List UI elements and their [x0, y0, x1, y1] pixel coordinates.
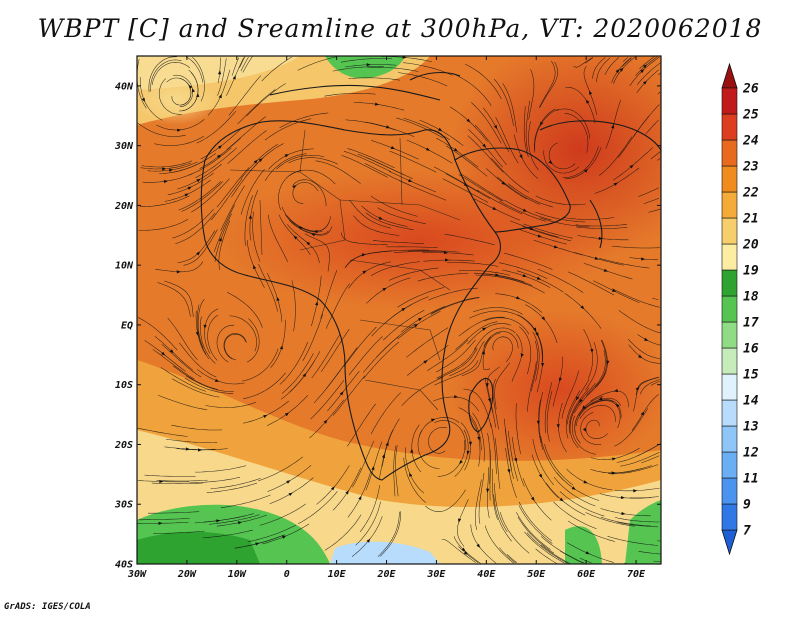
field-south-green-e2	[625, 500, 661, 564]
colorbar-box-14	[721, 139, 738, 167]
plot-area	[137, 56, 661, 564]
lon-label-9: 60E	[577, 569, 596, 580]
colorbar-label-14: 23	[742, 160, 759, 175]
chart-title: WBPT [C] and Sreamline at 300hPa, VT: 20…	[37, 14, 763, 43]
lat-label-7: 30S	[114, 500, 133, 511]
streamlines	[137, 56, 661, 564]
colorbar-label-12: 21	[742, 212, 759, 227]
colorbar-box-10	[721, 243, 738, 271]
colorbar-label-5: 14	[743, 394, 759, 409]
colorbar-label-7: 16	[743, 342, 759, 357]
lon-label-10: 70E	[627, 569, 646, 580]
grads-credit: GrADS: IGES/COLA	[4, 602, 91, 612]
lon-label-5: 20E	[376, 569, 396, 580]
lon-label-6: 30E	[426, 569, 446, 580]
lon-label-3: 0	[284, 569, 290, 580]
axis-ticks	[136, 56, 661, 565]
colorbar-labels: 7 9 11 12 13 14 15 16 17 18 19 20 21 22 23 24 25 26	[742, 82, 759, 539]
lon-label-7: 40E	[477, 569, 496, 580]
colorbar-label-9: 18	[743, 290, 759, 305]
colorbar-label-17: 26	[742, 82, 759, 97]
field-south-green-e	[565, 526, 602, 564]
lat-label-3: 10N	[115, 261, 134, 272]
lat-label-5: 10S	[115, 380, 133, 391]
latitude-labels: 40N 30N 20N 10N EQ 10S 20S 30S 40S	[114, 81, 134, 570]
colorbar-box-5	[721, 373, 738, 401]
colorbar-box-7	[721, 321, 738, 349]
colorbar-box-13	[721, 165, 738, 193]
colorbar-box-0	[721, 503, 738, 531]
colorbar-label-1: 9	[743, 498, 751, 513]
colorbar-box-9	[721, 269, 738, 297]
lon-label-4: 10E	[328, 569, 347, 580]
lat-label-4: EQ	[121, 320, 133, 331]
lat-label-0: 40N	[115, 81, 134, 92]
colorbar-box-11	[721, 217, 738, 245]
lon-label-8: 50E	[527, 569, 546, 580]
field-pale-left	[137, 75, 220, 125]
colorbar-label-0: 7	[743, 524, 751, 539]
lon-label-1: 20W	[177, 569, 197, 580]
field-hot-se	[450, 310, 661, 470]
colorbar-box-2	[721, 451, 738, 479]
lat-label-2: 20N	[114, 201, 134, 212]
field-hot-mid	[220, 170, 620, 310]
colorbar-label-11: 20	[742, 238, 759, 253]
plot-frame	[136, 55, 662, 565]
lat-label-6: 20S	[114, 440, 133, 451]
colorbar-label-4: 13	[743, 420, 759, 435]
colorbar-box-12	[721, 191, 738, 219]
lat-label-8: 40S	[115, 560, 133, 571]
colorbar-box-8	[721, 295, 738, 323]
colorbar-box-6	[721, 347, 738, 375]
colorbar-box-16	[721, 87, 738, 115]
colorbar-label-13: 22	[742, 186, 759, 201]
colorbar-label-15: 24	[742, 134, 759, 149]
field-south-green-w2	[137, 531, 260, 564]
streamline-arrows	[141, 56, 649, 555]
field-south-blue	[330, 541, 440, 564]
colorbar-label-3: 12	[743, 446, 759, 461]
colorbar-label-10: 19	[743, 264, 759, 279]
colorbar-label-2: 11	[743, 472, 759, 487]
longitude-labels: 30W 20W 10W 0 10E 20E 30E 40E 50E 60E 70E	[127, 569, 646, 580]
colorbar-label-6: 15	[743, 368, 759, 383]
colorbar	[721, 62, 738, 556]
lat-label-1: 30N	[114, 141, 134, 152]
colorbar-top-triangle	[721, 62, 738, 89]
colorbar-label-16: 25	[742, 108, 759, 123]
colorbar-box-3	[721, 425, 738, 453]
colorbar-bottom-triangle	[721, 529, 738, 556]
colorbar-box-4	[721, 399, 738, 427]
colorbar-box-15	[721, 113, 738, 141]
colorbar-box-1	[721, 477, 738, 505]
lon-label-0: 30W	[127, 569, 147, 580]
colorbar-label-8: 17	[743, 316, 759, 331]
lon-label-2: 10W	[228, 569, 247, 580]
